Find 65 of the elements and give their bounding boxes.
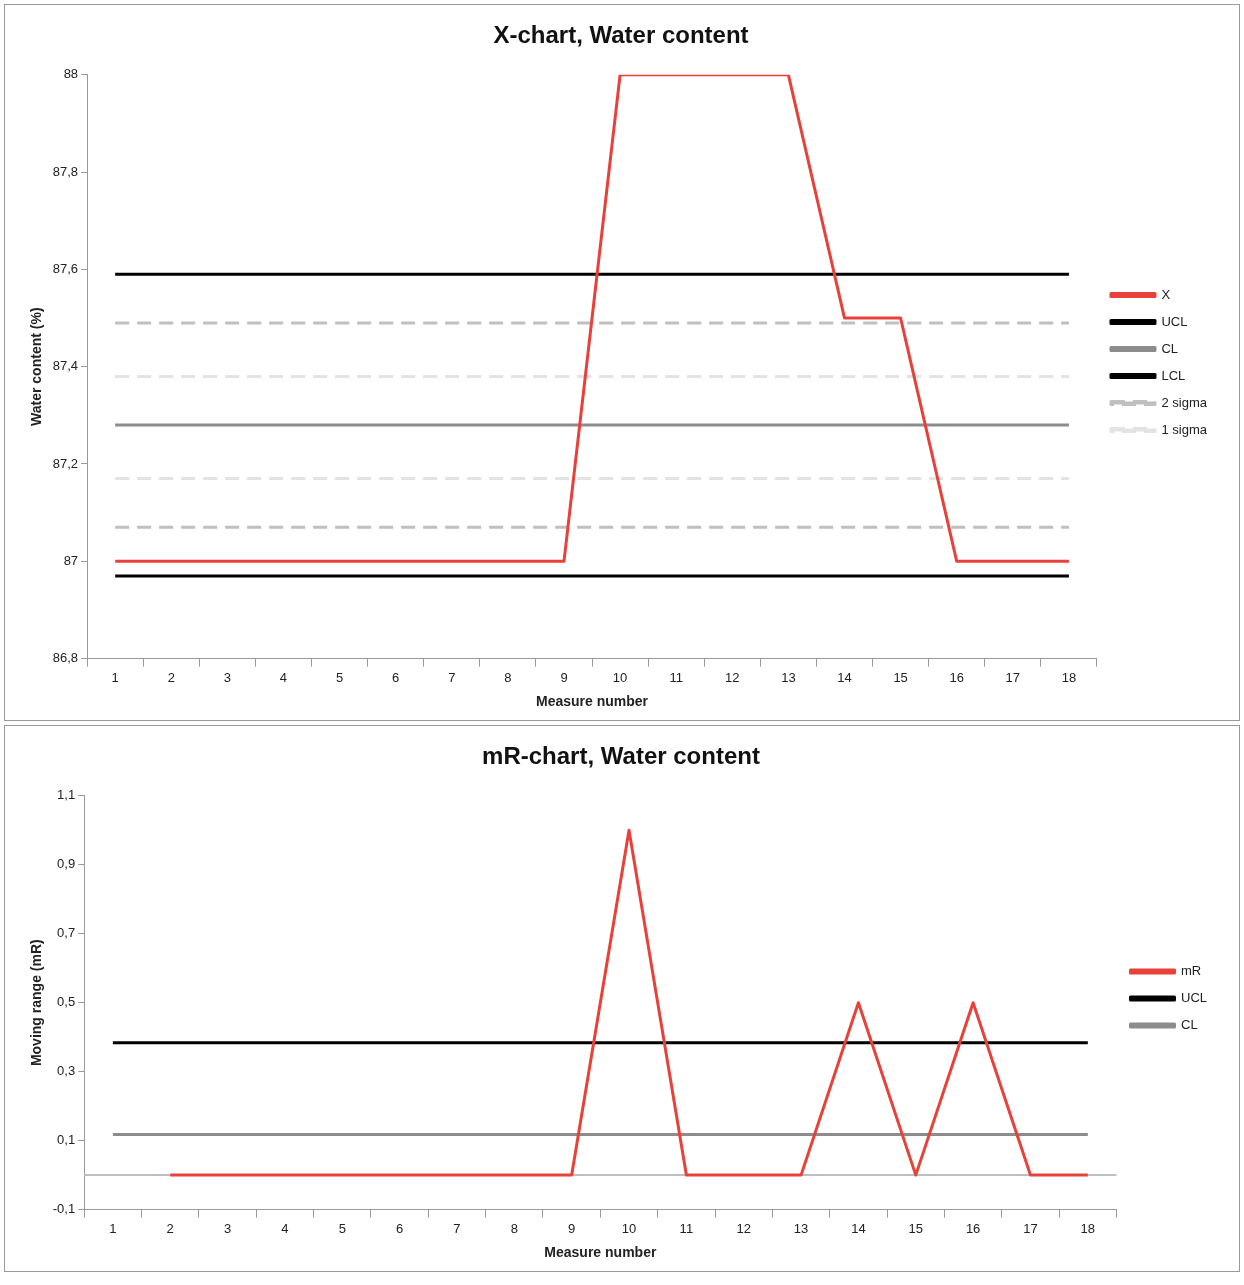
y-tick-label: 0,9 <box>57 856 76 872</box>
x-tick-label: 13 <box>781 669 796 685</box>
y-tick-label: 0,7 <box>57 925 76 941</box>
x-tick-label: 11 <box>679 1220 694 1236</box>
x-tick-label: 7 <box>453 1220 461 1236</box>
legend-label: CL <box>1180 1017 1198 1033</box>
legend-label: UCL <box>1161 313 1188 329</box>
x-tick-label: 18 <box>1061 669 1077 685</box>
x-tick-label: 12 <box>736 1220 751 1236</box>
x-tick-label: 2 <box>167 669 175 685</box>
y-tick-label: 0,5 <box>57 994 76 1010</box>
legend-label: mR <box>1180 963 1202 979</box>
x-tick-label: 3 <box>223 1220 232 1236</box>
x-tick-label: 13 <box>793 1220 809 1236</box>
legend-label: UCL <box>1180 990 1208 1006</box>
y-tick-label: 87,4 <box>52 358 79 374</box>
y-tick-label: 1,1 <box>57 787 76 803</box>
y-tick-label: 87,2 <box>52 455 79 471</box>
legend-label: LCL <box>1161 367 1186 383</box>
y-tick-label: 0,1 <box>57 1132 76 1148</box>
x-tick-label: 18 <box>1080 1220 1096 1236</box>
x-axis-title: Measure number <box>544 1244 657 1261</box>
x-tick-label: 4 <box>279 669 288 685</box>
x-tick-label: 10 <box>612 669 628 685</box>
x-tick-label: 5 <box>338 1220 346 1236</box>
x-tick-label: 9 <box>568 1220 576 1236</box>
y-tick-label: 0,3 <box>57 1063 76 1079</box>
x-tick-label: 6 <box>392 669 400 685</box>
legend-label: 1 sigma <box>1161 421 1208 437</box>
x-tick-label: 1 <box>111 669 119 685</box>
x-tick-label: 12 <box>725 669 740 685</box>
x-tick-label: 15 <box>908 1220 923 1236</box>
x-tick-label: 11 <box>669 669 683 685</box>
y-axis-title: Moving range (mR) <box>28 939 45 1067</box>
x-tick-label: 4 <box>281 1220 289 1236</box>
legend-label: X <box>1161 286 1171 302</box>
chart-title: mR-chart, Water content <box>482 742 760 770</box>
x-tick-label: 5 <box>335 669 344 685</box>
x-tick-label: 17 <box>1005 669 1021 685</box>
y-tick-label: 87,8 <box>52 163 79 179</box>
legend-label: CL <box>1161 340 1179 356</box>
x-tick-label: 17 <box>1023 1220 1038 1236</box>
x-tick-label: 9 <box>560 669 568 685</box>
x-tick-label: 10 <box>621 1220 637 1236</box>
x-tick-label: 6 <box>396 1220 404 1236</box>
y-tick-label: 87 <box>63 552 79 568</box>
legend-label: 2 sigma <box>1161 394 1208 410</box>
y-tick-label: -0,1 <box>52 1201 76 1217</box>
y-tick-label: 87,6 <box>52 260 79 276</box>
x-tick-label: 8 <box>504 669 512 685</box>
chart-title: X-chart, Water content <box>493 21 749 49</box>
x-tick-label: 16 <box>949 669 964 685</box>
x-axis-title: Measure number <box>536 693 649 710</box>
x-tick-label: 8 <box>510 1220 518 1236</box>
x-tick-label: 2 <box>166 1220 174 1236</box>
x-tick-label: 14 <box>837 669 852 685</box>
x-tick-label: 16 <box>965 1220 981 1236</box>
y-tick-label: 86,8 <box>52 650 79 666</box>
y-tick-label: 88 <box>63 66 79 82</box>
x-tick-label: 14 <box>851 1220 866 1236</box>
x-tick-label: 3 <box>223 669 231 685</box>
x-tick-label: 15 <box>893 669 908 685</box>
y-axis-title: Water content (%) <box>28 307 45 426</box>
x-tick-label: 7 <box>448 669 456 685</box>
x-tick-label: 1 <box>109 1220 117 1236</box>
